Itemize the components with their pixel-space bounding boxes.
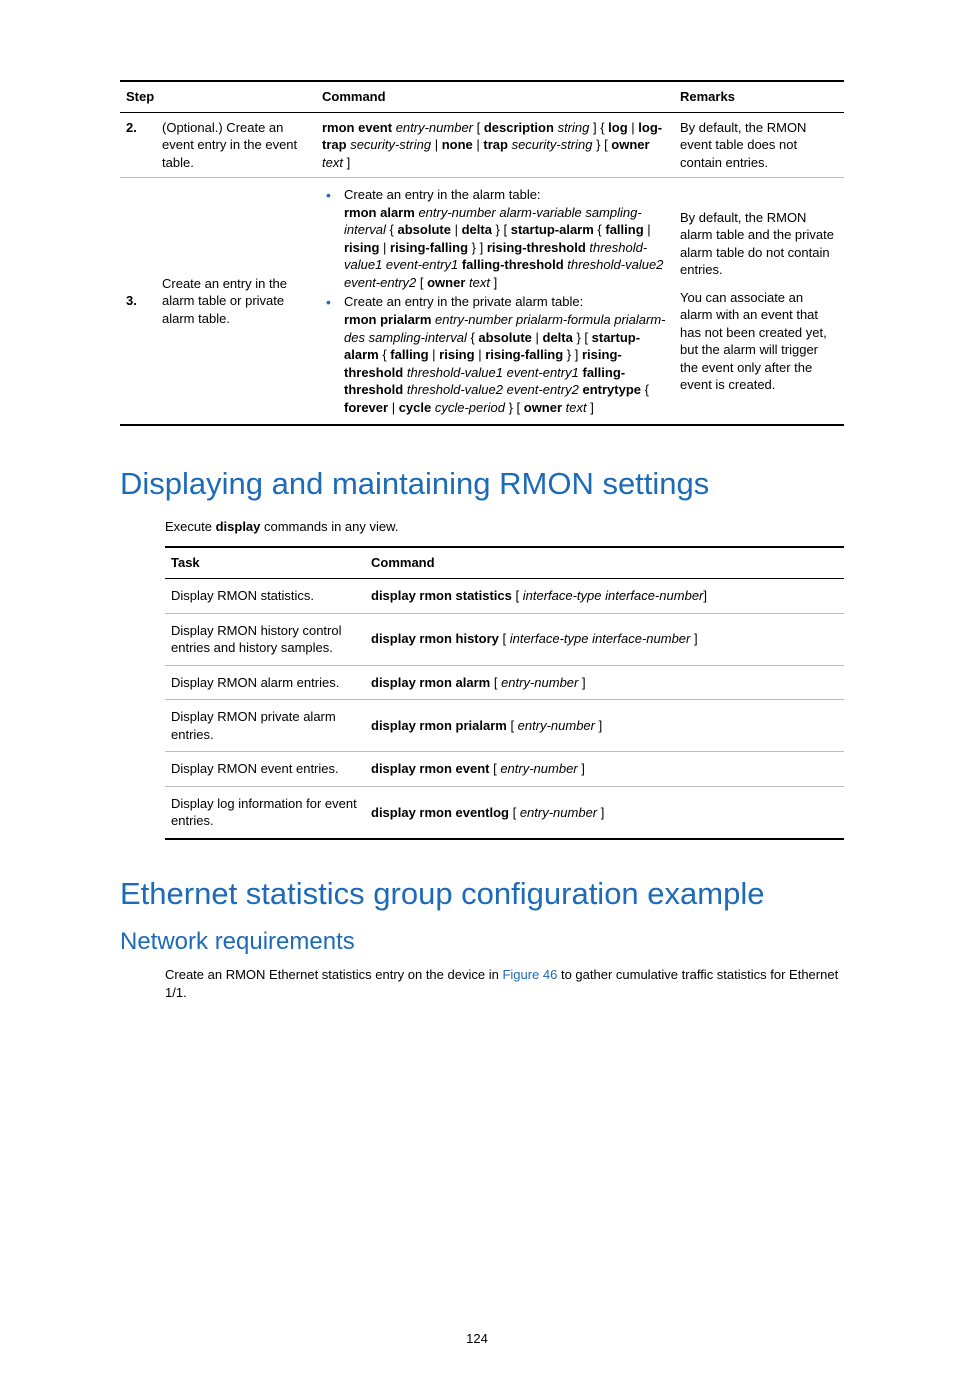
command-cell: display rmon prialarm [ entry-number ] (365, 700, 844, 752)
step-description: (Optional.) Create an event entry in the… (156, 112, 316, 178)
body-paragraph: Create an RMON Ethernet statistics entry… (165, 966, 844, 1002)
col-header-remarks: Remarks (674, 81, 844, 112)
command-syntax: rmon alarm entry-number alarm-variable s… (344, 205, 663, 290)
table-header-row: Step Command Remarks (120, 81, 844, 112)
command-cell: display rmon eventlog [ entry-number ] (365, 786, 844, 839)
step-command: Create an entry in the alarm table: rmon… (316, 178, 674, 426)
table-row: 3. Create an entry in the alarm table or… (120, 178, 844, 426)
step-number: 3. (120, 178, 156, 426)
remarks-para: You can associate an alarm with an event… (680, 289, 836, 394)
intro-paragraph: Execute display commands in any view. (165, 518, 844, 536)
col-header-step: Step (120, 81, 316, 112)
task-cell: Display RMON event entries. (165, 752, 365, 787)
page-number: 124 (0, 1331, 954, 1346)
command-cell: display rmon alarm [ entry-number ] (365, 665, 844, 700)
task-cell: Display RMON alarm entries. (165, 665, 365, 700)
steps-table: Step Command Remarks 2. (Optional.) Crea… (120, 80, 844, 426)
command-bullets: Create an entry in the alarm table: rmon… (322, 186, 666, 416)
body-text-pre: Create an RMON Ethernet statistics entry… (165, 967, 502, 982)
command-cell: display rmon event [ entry-number ] (365, 752, 844, 787)
step-description: Create an entry in the alarm table or pr… (156, 178, 316, 426)
col-header-task: Task (165, 547, 365, 578)
task-cell: Display RMON history control entries and… (165, 613, 365, 665)
table-row: Display RMON history control entries and… (165, 613, 844, 665)
command-syntax: rmon event entry-number [ description st… (322, 120, 662, 170)
command-syntax: rmon prialarm entry-number prialarm-form… (344, 312, 666, 415)
table-row: 2. (Optional.) Create an event entry in … (120, 112, 844, 178)
table-row: Display RMON private alarm entries.displ… (165, 700, 844, 752)
list-item: Create an entry in the private alarm tab… (340, 293, 666, 416)
list-item: Create an entry in the alarm table: rmon… (340, 186, 666, 291)
task-cell: Display RMON statistics. (165, 579, 365, 614)
command-cell: display rmon statistics [ interface-type… (365, 579, 844, 614)
intro-text: Execute display commands in any view. (165, 519, 398, 534)
table-row: Display RMON alarm entries.display rmon … (165, 665, 844, 700)
task-cell: Display log information for event entrie… (165, 786, 365, 839)
step-remarks: By default, the RMON alarm table and the… (674, 178, 844, 426)
col-header-command: Command (365, 547, 844, 578)
display-commands-table: Task Command Display RMON statistics.dis… (165, 546, 844, 839)
table-row: Display log information for event entrie… (165, 786, 844, 839)
step-remarks: By default, the RMON event table does no… (674, 112, 844, 178)
table-header-row: Task Command (165, 547, 844, 578)
figure-link[interactable]: Figure 46 (502, 967, 557, 982)
page: Step Command Remarks 2. (Optional.) Crea… (0, 80, 954, 1376)
remarks-para: By default, the RMON alarm table and the… (680, 209, 836, 279)
section-heading: Displaying and maintaining RMON settings (120, 466, 844, 502)
table-row: Display RMON event entries.display rmon … (165, 752, 844, 787)
table-row: Display RMON statistics.display rmon sta… (165, 579, 844, 614)
step-command: rmon event entry-number [ description st… (316, 112, 674, 178)
section-heading: Ethernet statistics group configuration … (120, 876, 844, 912)
col-header-command: Command (316, 81, 674, 112)
command-cell: display rmon history [ interface-type in… (365, 613, 844, 665)
bullet-lead: Create an entry in the private alarm tab… (344, 294, 583, 309)
task-cell: Display RMON private alarm entries. (165, 700, 365, 752)
subsection-heading: Network requirements (120, 928, 844, 956)
bullet-lead: Create an entry in the alarm table: (344, 187, 541, 202)
step-number: 2. (120, 112, 156, 178)
